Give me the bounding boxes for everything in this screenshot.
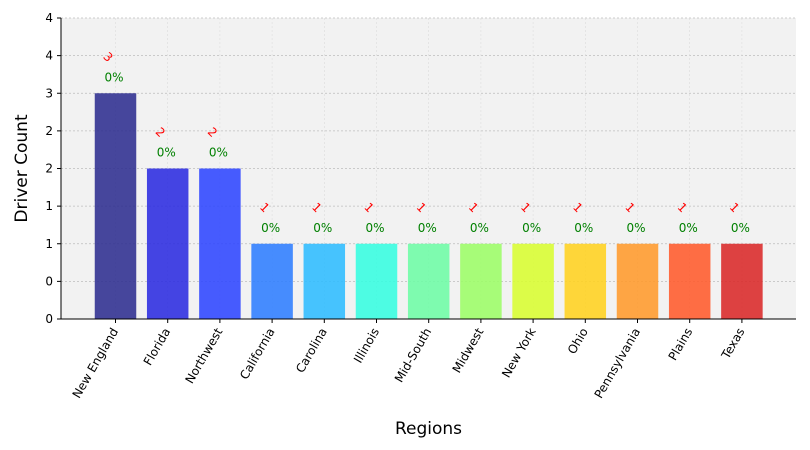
percent-label: 0% — [731, 221, 750, 235]
y-tick-label: 4 — [45, 11, 53, 25]
bar — [199, 168, 241, 319]
y-tick-label: 0 — [45, 274, 53, 288]
percent-label: 0% — [105, 70, 124, 84]
x-tick-label: Pennsylvania — [592, 326, 644, 401]
y-tick-label: 2 — [45, 124, 53, 138]
y-tick-label: 1 — [45, 237, 53, 251]
x-tick-label: Northwest — [183, 325, 226, 386]
percent-label: 0% — [261, 221, 280, 235]
percent-label: 0% — [522, 221, 541, 235]
y-tick-label: 0 — [45, 312, 53, 326]
percent-label: 0% — [366, 221, 385, 235]
percent-label: 0% — [470, 221, 489, 235]
x-tick-label: New England — [70, 326, 121, 401]
percent-label: 0% — [313, 221, 332, 235]
percent-label: 0% — [574, 221, 593, 235]
y-tick-label: 3 — [45, 86, 53, 100]
x-tick-label: Mid-South — [392, 326, 434, 385]
x-tick-label: Midwest — [450, 325, 487, 375]
x-tick-label: Florida — [141, 326, 174, 368]
percent-label: 0% — [209, 146, 228, 160]
bar — [564, 243, 607, 319]
x-tick-label: Illinois — [351, 326, 382, 366]
x-ticks: New England Florida Northwest California Car… — [70, 319, 747, 401]
x-tick-label: Ohio — [565, 326, 591, 357]
bar — [94, 93, 137, 319]
bar — [616, 243, 659, 319]
percent-label: 0% — [679, 221, 698, 235]
y-axis-title: Driver Count — [12, 114, 32, 223]
x-tick-label: Texas — [718, 326, 747, 363]
percent-label: 0% — [157, 146, 176, 160]
y-tick-label: 1 — [45, 199, 53, 213]
bar — [303, 243, 346, 319]
bar — [146, 168, 189, 319]
bar — [251, 243, 293, 319]
bar — [668, 243, 711, 319]
bar — [721, 243, 763, 319]
percent-label: 0% — [418, 221, 437, 235]
bar — [407, 243, 450, 319]
x-axis-title: Regions — [395, 419, 462, 439]
bar — [355, 243, 398, 319]
y-ticks: 0 0 1 1 2 2 3 4 4 — [45, 11, 61, 326]
y-tick-label: 4 — [45, 49, 53, 63]
bars — [94, 93, 763, 319]
percent-label: 0% — [627, 221, 646, 235]
bar — [460, 243, 502, 319]
y-tick-label: 2 — [45, 162, 53, 176]
x-tick-label: California — [237, 326, 278, 382]
x-tick-label: New York — [499, 325, 539, 380]
x-tick-label: Carolina — [293, 326, 330, 376]
bar — [512, 243, 554, 319]
x-tick-label: Plains — [666, 326, 696, 363]
